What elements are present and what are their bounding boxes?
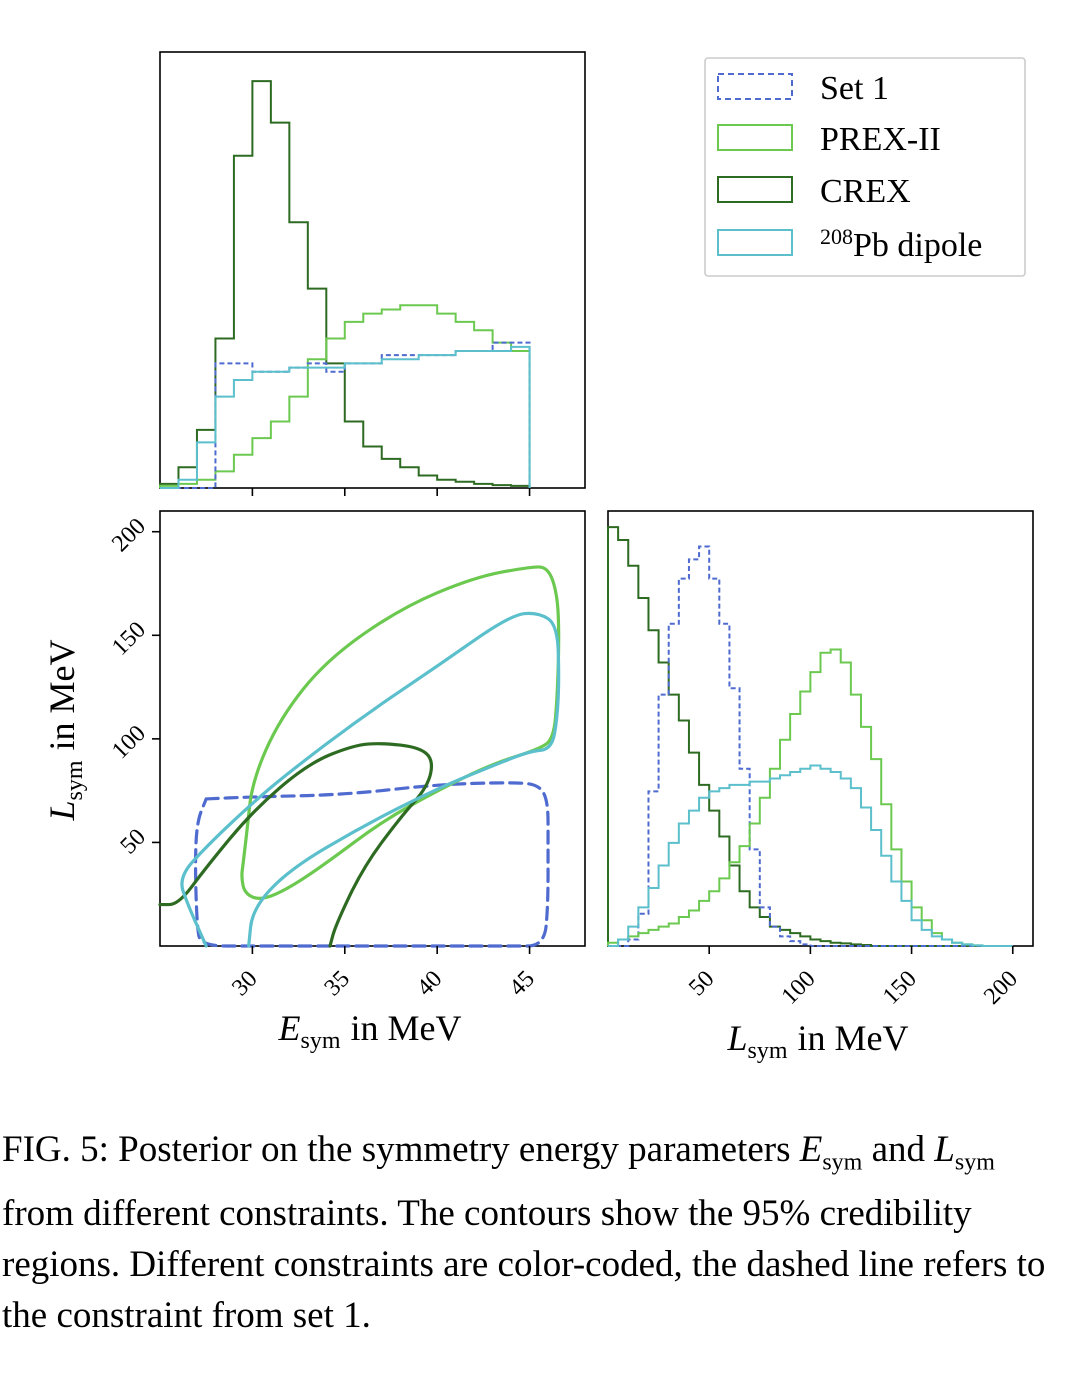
- caption-l-sub: sym: [954, 1149, 995, 1176]
- contour-set-1: [193, 781, 550, 948]
- joint-x-tick-label-40: 40: [412, 966, 447, 1001]
- corner-plot-figure: 30 35 40 45 50 100 150 200 50 100 150 200 Esym in Me…: [42, 51, 1034, 1064]
- hist-e-sym-marginal-208pb-dipole: [160, 345, 531, 489]
- joint-x-tick-label-45: 45: [504, 966, 539, 1001]
- caption-prefix: FIG. 5: Posterior on the symmetry energy…: [2, 1129, 791, 1170]
- legend-swatch-pb-dipole: [717, 229, 793, 256]
- hist-l-sym-marginal-208pb-dipole: [608, 764, 1013, 947]
- legend-label-set1: Set 1: [820, 70, 889, 107]
- caption-rest: from different constraints. The contours…: [2, 1193, 1046, 1337]
- legend-frame: [704, 57, 1026, 277]
- hist-l-sym-marginal-set-1: [608, 545, 1013, 947]
- panel-lsym-histogram: [607, 510, 1034, 947]
- esym-histogram-series: [159, 80, 531, 489]
- contour-crex: [158, 742, 434, 948]
- joint-x-tick-label-30: 30: [227, 966, 262, 1001]
- hist-e-sym-marginal-prex-ii: [159, 304, 531, 488]
- legend-label-crex: CREX: [820, 173, 911, 210]
- legend-swatch-prex: [717, 124, 793, 151]
- lsym-hist-x-tick-label-100: 100: [777, 966, 821, 1010]
- x-axis-label-esym: Esym in MeV: [277, 1008, 461, 1054]
- lsym-hist-x-tick-label-200: 200: [979, 966, 1023, 1010]
- caption-e-sub: sym: [822, 1149, 863, 1176]
- legend: Set 1 PREX-II CREX 208Pb dipole: [704, 57, 1026, 277]
- legend-label-prex: PREX-II: [820, 121, 941, 158]
- joint-x-tick-label-35: 35: [320, 966, 355, 1001]
- lsym-histogram-series: [607, 526, 1013, 947]
- x-axis-label-lsym: Lsym in MeV: [726, 1018, 908, 1064]
- panel-esym-histogram: [159, 51, 586, 489]
- axis-ticks: 30 35 40 45 50 100 150 200 50 100 150 200: [107, 488, 1023, 1010]
- legend-label-pb-dipole: 208Pb dipole: [820, 224, 982, 264]
- y-axis-label-lsym: Lsymin MeV: [42, 639, 88, 821]
- caption-l-sym: L: [934, 1129, 955, 1170]
- joint-y-tick-label-150: 150: [107, 617, 151, 661]
- caption-and: and: [871, 1129, 926, 1170]
- contour-208pb-dipole: [180, 611, 561, 948]
- caption-e-sym: E: [799, 1129, 823, 1170]
- joint-y-tick-label-100: 100: [107, 720, 151, 764]
- legend-swatch-set1: [717, 73, 793, 100]
- figure-caption: FIG. 5: Posterior on the symmetry energy…: [2, 1124, 1062, 1341]
- hist-e-sym-marginal-crex: [159, 80, 531, 488]
- lsym-hist-x-tick-label-150: 150: [878, 966, 922, 1010]
- panel-joint-contour: [159, 510, 586, 947]
- hist-l-sym-marginal-crex: [607, 526, 1013, 947]
- lsym-hist-x-tick-label-50: 50: [684, 966, 719, 1001]
- legend-swatch-crex: [717, 176, 793, 203]
- joint-y-tick-label-50: 50: [116, 824, 151, 859]
- joint-y-tick-label-200: 200: [107, 513, 151, 557]
- joint-contour-series: [158, 565, 561, 948]
